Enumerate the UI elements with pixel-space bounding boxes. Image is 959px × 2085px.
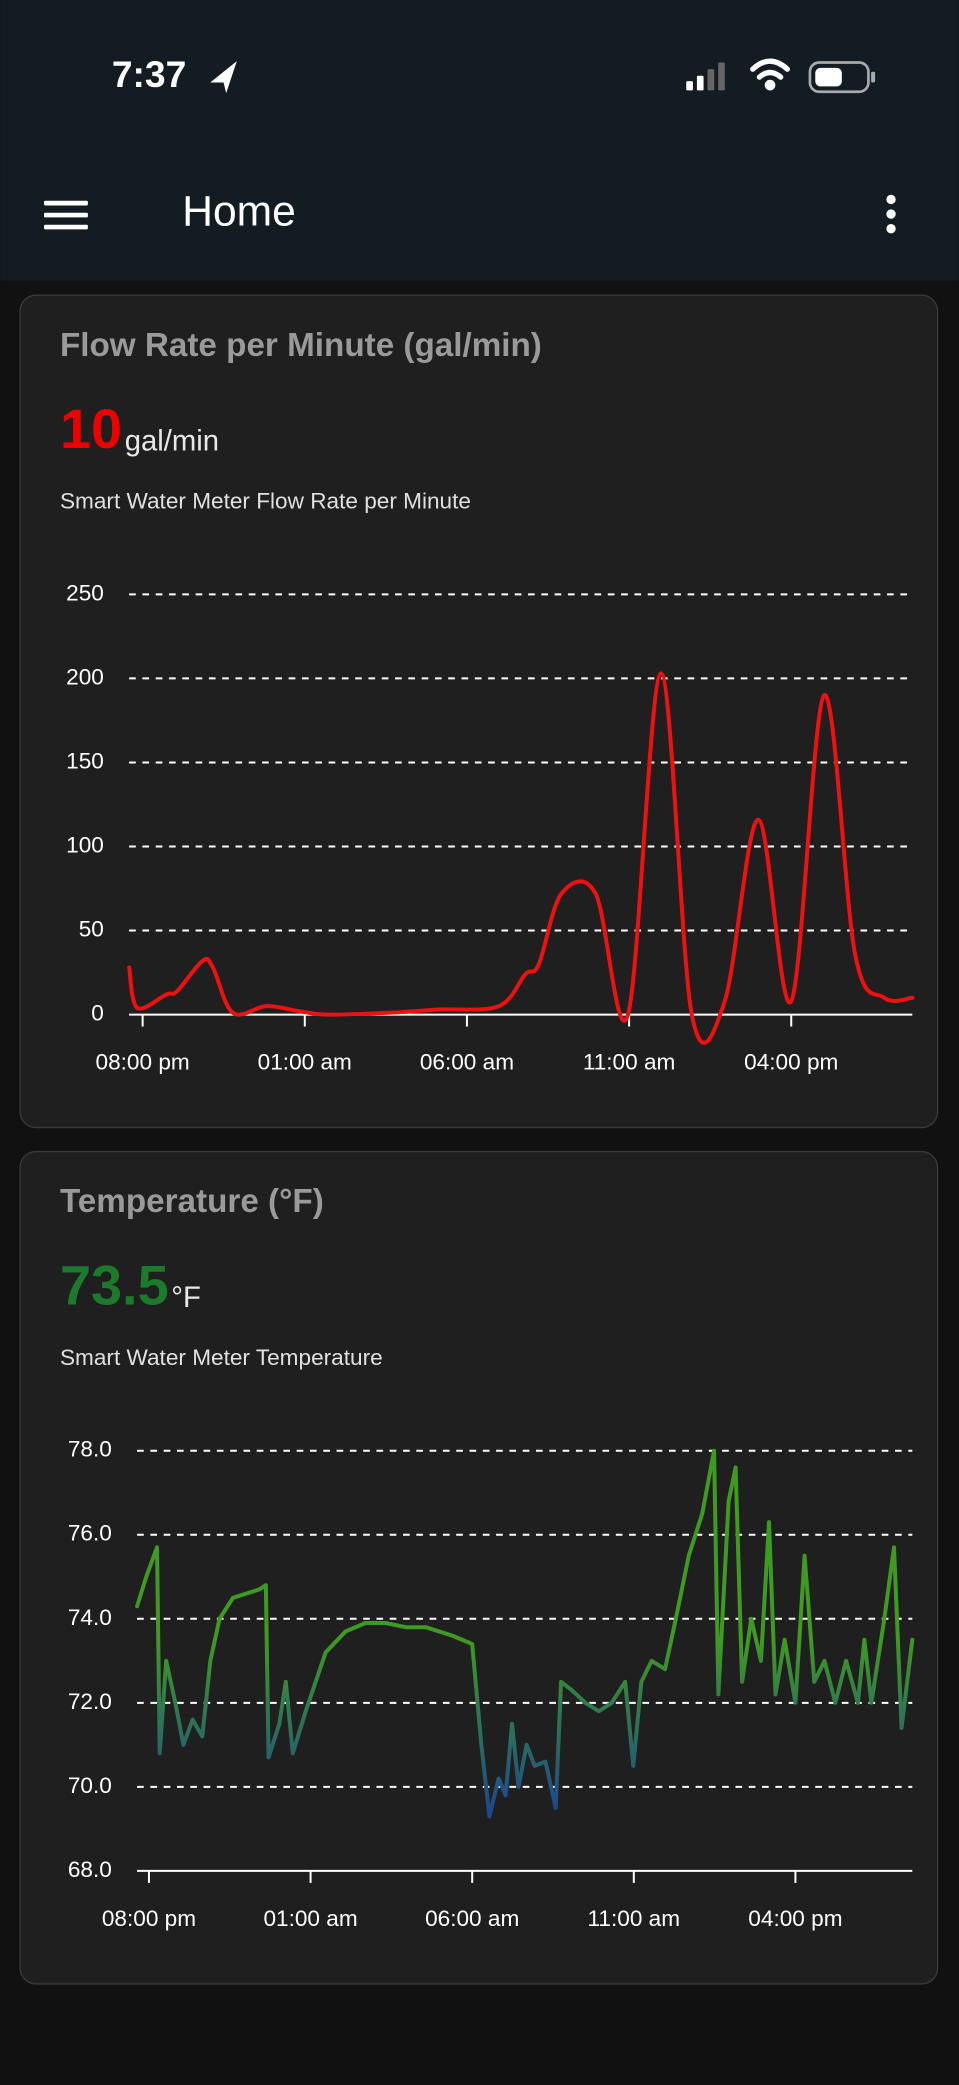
y-tick-label: 150	[66, 748, 104, 773]
x-tick-label: 06:00 am	[420, 1050, 514, 1075]
menu-button[interactable]	[44, 200, 88, 230]
clock: 7:37	[112, 53, 186, 95]
y-tick-label: 74.0	[68, 1605, 112, 1630]
x-tick-label: 08:00 pm	[102, 1906, 196, 1931]
card[interactable]	[19, 1150, 939, 1985]
data-line	[127, 671, 915, 1045]
page-title: Home	[182, 187, 296, 235]
x-tick-label: 06:00 am	[425, 1906, 519, 1931]
value-unit: °F	[171, 1282, 201, 1314]
y-tick-label: 0	[91, 1001, 104, 1026]
card-subtitle: Smart Water Meter Flow Rate per Minute	[60, 489, 471, 514]
signal-icon	[686, 62, 725, 91]
x-tick-label: 01:00 am	[263, 1906, 357, 1931]
top-bar	[0, 0, 959, 281]
card[interactable]	[19, 294, 939, 1129]
current-value: 10	[60, 397, 122, 460]
data-line	[135, 1448, 915, 1819]
wifi-icon	[750, 58, 790, 91]
current-value: 73.5	[60, 1254, 169, 1317]
x-tick-label: 11:00 am	[588, 1906, 681, 1931]
y-tick-label: 200	[66, 664, 104, 689]
battery-icon	[808, 61, 876, 94]
y-tick-label: 78.0	[68, 1437, 112, 1462]
y-tick-label: 100	[66, 832, 104, 857]
card-title: Flow Rate per Minute (gal/min)	[60, 327, 542, 364]
card-subtitle: Smart Water Meter Temperature	[60, 1345, 383, 1370]
x-tick-label: 04:00 pm	[748, 1906, 842, 1931]
y-tick-label: 70.0	[68, 1773, 112, 1798]
x-tick-label: 04:00 pm	[744, 1050, 838, 1075]
x-tick-label: 11:00 am	[583, 1050, 676, 1075]
y-tick-label: 68.0	[68, 1857, 112, 1882]
x-tick-label: 08:00 pm	[96, 1050, 190, 1075]
card-title: Temperature (°F)	[60, 1183, 324, 1220]
location-icon	[210, 61, 237, 94]
y-tick-label: 76.0	[68, 1521, 112, 1546]
x-tick-label: 01:00 am	[258, 1050, 352, 1075]
value-unit: gal/min	[125, 426, 219, 458]
y-tick-label: 250	[66, 580, 104, 605]
overflow-menu[interactable]	[886, 194, 896, 234]
y-tick-label: 72.0	[68, 1689, 112, 1714]
y-tick-label: 50	[79, 917, 104, 942]
